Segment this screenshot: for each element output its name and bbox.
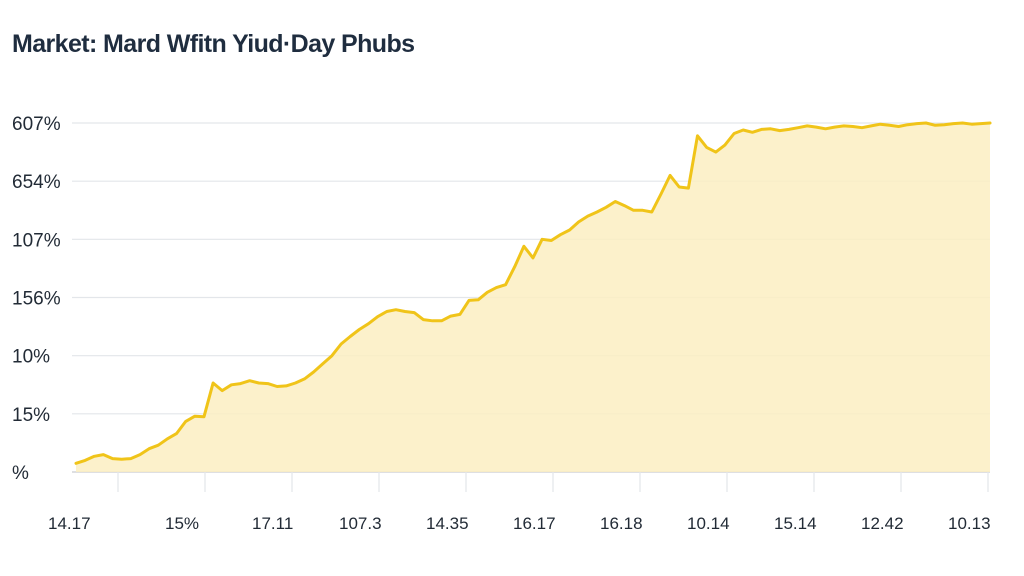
x-tick-label: 10.13	[948, 514, 991, 533]
x-tick-label: 16.17	[513, 514, 556, 533]
y-tick-label: 156%	[12, 289, 61, 310]
y-tick-label: %	[12, 463, 29, 484]
x-tick-label: 16.18	[600, 514, 643, 533]
x-tick-label: 14.35	[426, 514, 469, 533]
y-tick-label: 607%	[12, 114, 61, 135]
series-line	[74, 121, 992, 465]
series-area-fill	[76, 123, 990, 472]
y-tick-label: 107%	[12, 230, 61, 251]
x-tick-label: 14.17	[48, 514, 91, 533]
chart-title: Market: Mard Wfitn Yiud·Day Phubs	[12, 30, 415, 58]
x-axis-ticks: 14.17 15% 17.11 107.3 14.35 16.17 16.18 10.14 15…	[48, 472, 991, 533]
y-tick-label: 654%	[12, 172, 61, 193]
y-tick-label: 15%	[12, 405, 50, 426]
x-tick-label: 17.11	[252, 514, 293, 533]
y-axis-ticks: 607% 654% 107% 156% 10% 15%%	[12, 114, 61, 484]
x-tick-label: 12.42	[861, 514, 904, 533]
x-tick-label: 107.3	[339, 514, 382, 533]
x-tick-label: 15%	[165, 514, 199, 533]
x-tick-label: 10.14	[687, 514, 730, 533]
y-tick-label: 10%	[12, 347, 50, 368]
x-tick-label: 15.14	[774, 514, 817, 533]
